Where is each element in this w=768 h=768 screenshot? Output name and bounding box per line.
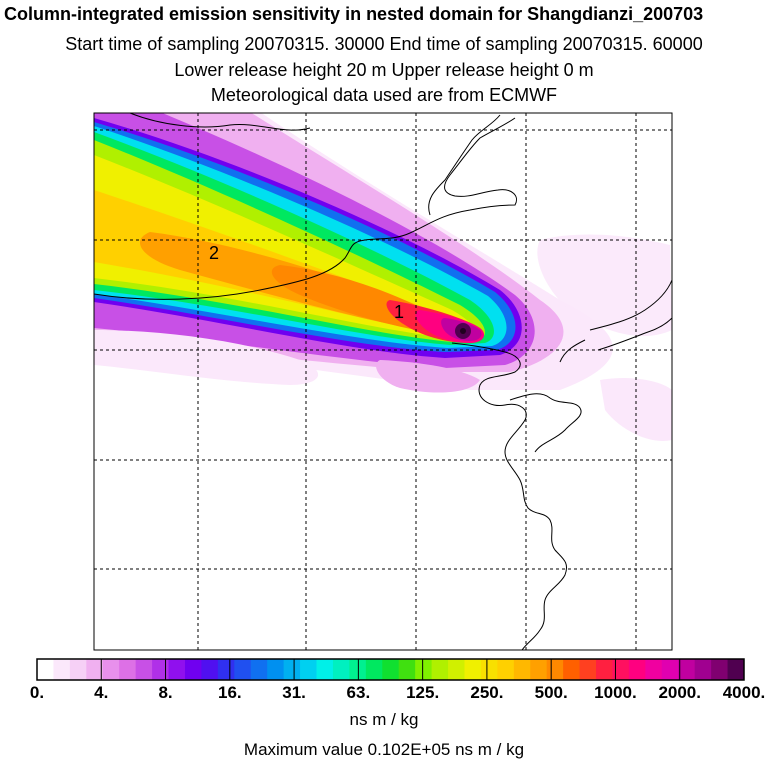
colorbar-segment bbox=[448, 659, 465, 680]
colorbar-segment bbox=[661, 659, 679, 680]
colorbar-segment bbox=[69, 659, 87, 680]
graticule bbox=[94, 113, 672, 650]
colorbar-segment bbox=[530, 659, 548, 680]
colorbar-segment bbox=[86, 659, 104, 680]
colorbar-segment bbox=[217, 659, 235, 680]
colorbar-segment bbox=[184, 659, 202, 680]
colorbar-tick-label: 4. bbox=[94, 683, 109, 702]
colorbar-segment bbox=[579, 659, 597, 680]
colorbar-segment bbox=[283, 659, 301, 680]
colorbar-segment bbox=[464, 659, 482, 680]
colorbar-segment bbox=[53, 659, 71, 680]
colorbar-tick-label: 31. bbox=[282, 683, 306, 702]
colorbar-tick-label: 0. bbox=[29, 683, 45, 702]
colorbar-segment bbox=[168, 659, 186, 680]
map-frame bbox=[93, 112, 673, 651]
colorbar-segment bbox=[727, 659, 745, 680]
colorbar-tick-label: 1000. bbox=[594, 683, 637, 702]
colorbar-segment bbox=[135, 659, 153, 680]
colorbar-segment bbox=[563, 659, 581, 680]
colorbar-tick-label: 63. bbox=[346, 683, 371, 702]
colorbar-segment bbox=[694, 659, 712, 680]
colorbar-segment bbox=[398, 659, 416, 680]
colorbar-segment bbox=[546, 659, 564, 680]
colorbar-tick-label: 2000. bbox=[658, 683, 701, 702]
colorbar-segment bbox=[267, 659, 285, 680]
release-height-info: Lower release height 20 m Upper release … bbox=[174, 60, 594, 80]
colorbar-segment bbox=[37, 659, 54, 680]
colorbar-tick-label: 8. bbox=[158, 683, 173, 702]
colorbar bbox=[36, 658, 745, 681]
colorbar-segment bbox=[102, 659, 120, 680]
colorbar-segment bbox=[628, 659, 646, 680]
maximum-value-text: Maximum value 0.102E+05 ns m / kg bbox=[243, 740, 525, 759]
colorbar-segment bbox=[497, 659, 515, 680]
colorbar-tick-label: 500. bbox=[534, 683, 568, 702]
colorbar-tick-label: 250. bbox=[470, 683, 504, 702]
colorbar-tick-label: 4000. bbox=[722, 683, 766, 702]
colorbar-segment bbox=[415, 659, 433, 680]
colorbar-segment bbox=[645, 659, 663, 680]
colorbar-segment bbox=[513, 659, 531, 680]
colorbar-segment bbox=[365, 659, 383, 680]
colorbar-segment bbox=[596, 659, 613, 680]
label-1: 1 bbox=[394, 302, 404, 322]
colorbar-segment bbox=[119, 659, 137, 680]
sampling-time-info: Start time of sampling 20070315. 30000 E… bbox=[65, 34, 703, 54]
map-title: Column-integrated emission sensitivity i… bbox=[4, 4, 704, 24]
colorbar-segment bbox=[234, 659, 252, 680]
colorbar-segment bbox=[711, 659, 729, 680]
met-data-info: Meteorological data used are from ECMWF bbox=[210, 85, 558, 105]
coastline bbox=[94, 113, 672, 650]
colorbar-segment bbox=[300, 659, 318, 680]
sensitivity-plume bbox=[94, 113, 672, 441]
colorbar-segment bbox=[678, 659, 696, 680]
colorbar-segment bbox=[332, 659, 350, 680]
colorbar-segment bbox=[612, 659, 630, 680]
colorbar-segment bbox=[382, 659, 400, 680]
colorbar-frame bbox=[36, 658, 745, 681]
colorbar-segment bbox=[201, 659, 219, 680]
colorbar-units: ns m / kg bbox=[349, 710, 419, 729]
colorbar-segment bbox=[431, 659, 449, 680]
colorbar-tick-label: 125. bbox=[406, 683, 440, 702]
colorbar-segment bbox=[316, 659, 334, 680]
colorbar-tick-label: 16. bbox=[217, 683, 242, 702]
colorbar-segment bbox=[152, 659, 170, 680]
label-2: 2 bbox=[209, 243, 219, 263]
colorbar-segment bbox=[480, 659, 498, 680]
colorbar-segment bbox=[250, 659, 268, 680]
